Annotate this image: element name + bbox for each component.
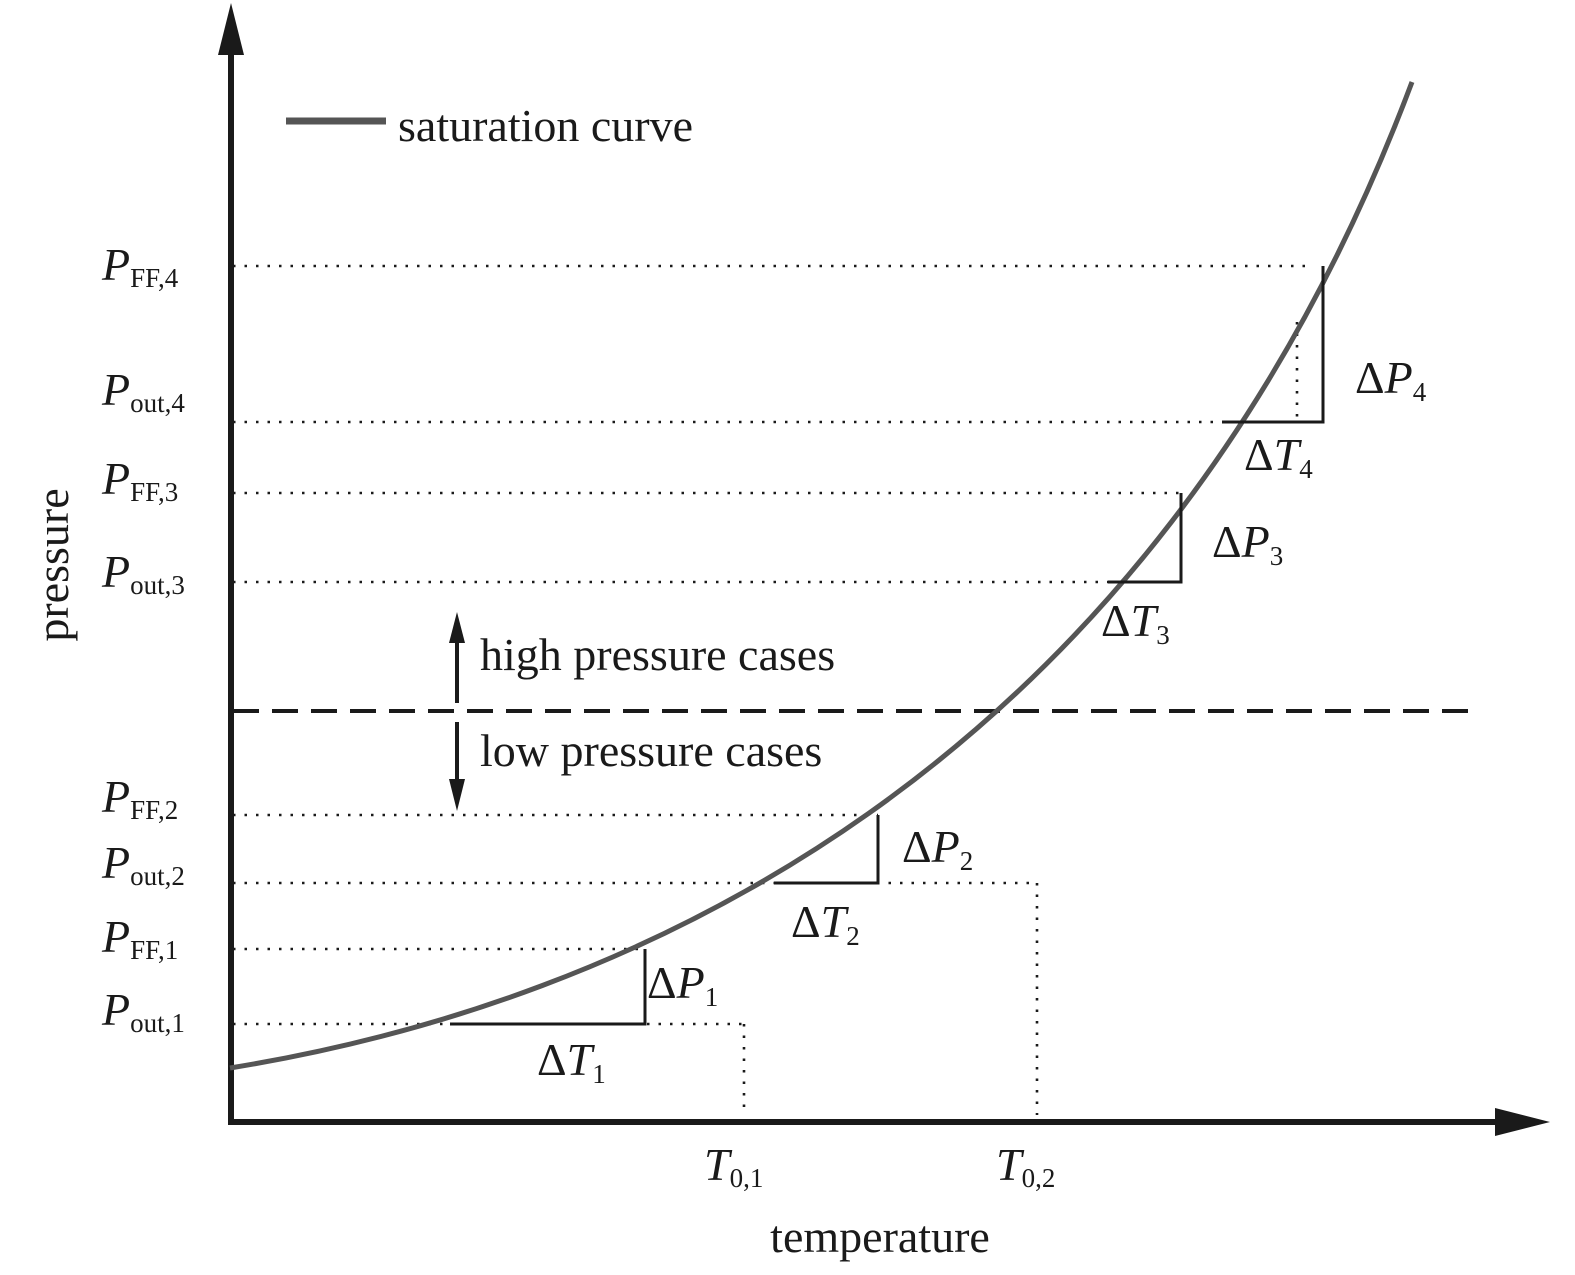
pout4-label: Pout,4 xyxy=(101,364,185,418)
y-axis-arrow xyxy=(218,3,244,55)
low-pressure-label: low pressure cases xyxy=(480,725,822,776)
delta-p2-label: ΔP2 xyxy=(902,821,973,876)
pff1-label: PFF,1 xyxy=(101,911,178,965)
delta-triangles xyxy=(450,266,1325,1026)
triangle-1 xyxy=(450,949,647,1026)
t02-label: T0,2 xyxy=(996,1139,1055,1193)
delta-t2-label: ΔT2 xyxy=(791,896,860,951)
saturation-curve xyxy=(229,81,1415,1071)
x-axis-title: temperature xyxy=(770,1211,990,1262)
pff2-label: PFF,2 xyxy=(101,771,178,825)
pout2-label: Pout,2 xyxy=(101,837,185,891)
legend: saturation curve xyxy=(286,100,693,151)
x-axis-arrow xyxy=(1495,1108,1550,1136)
pout3-label: Pout,3 xyxy=(101,546,185,600)
delta-t1-label: ΔT1 xyxy=(537,1034,606,1089)
region-arrows xyxy=(449,612,465,811)
high-arrow-head xyxy=(449,612,465,643)
pff3-label: PFF,3 xyxy=(101,453,178,507)
delta-p3-label: ΔP3 xyxy=(1212,516,1283,571)
triangle-3 xyxy=(1108,493,1183,584)
delta-t4-label: ΔT4 xyxy=(1244,429,1313,484)
delta-t3-label: ΔT3 xyxy=(1101,595,1170,650)
low-arrow-head xyxy=(449,779,465,811)
pout1-label: Pout,1 xyxy=(101,984,185,1038)
delta-p1-label: ΔP1 xyxy=(647,957,718,1012)
high-pressure-label: high pressure cases xyxy=(480,629,835,680)
legend-label: saturation curve xyxy=(398,100,693,151)
y-axis-title: pressure xyxy=(27,488,78,641)
t01-label: T0,1 xyxy=(704,1139,763,1193)
triangle-2 xyxy=(774,815,880,885)
triangle-4 xyxy=(1222,266,1325,424)
pff4-label: PFF,4 xyxy=(101,239,179,293)
axes xyxy=(218,3,1550,1136)
delta-p4-label: ΔP4 xyxy=(1355,352,1427,407)
pressure-guides xyxy=(233,264,1312,1115)
